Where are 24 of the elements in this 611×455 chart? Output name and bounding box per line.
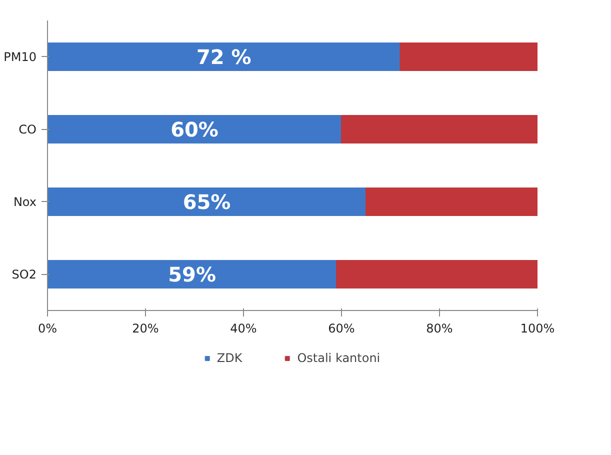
- x-tick-label: 40%: [230, 322, 257, 336]
- bar: [336, 260, 538, 289]
- bar: [48, 42, 401, 72]
- bar: [48, 114, 342, 144]
- data-label: 59%: [168, 262, 216, 286]
- bar: [400, 42, 538, 72]
- x-tick-label: 60%: [328, 322, 355, 336]
- data-label: 72 %: [196, 44, 252, 69]
- data-label: 65%: [182, 190, 231, 214]
- y-tick-label: CO: [18, 122, 37, 136]
- bar: [48, 187, 366, 216]
- x-tick-label: 20%: [132, 322, 159, 336]
- data-label: 60%: [170, 117, 218, 142]
- y-tick-label: PM10: [4, 50, 36, 64]
- x-tick-label: 100%: [520, 322, 555, 336]
- x-tick-label: 80%: [426, 322, 453, 336]
- bar: [341, 114, 538, 144]
- y-tick-label: Nox: [13, 194, 37, 209]
- bar: [48, 260, 338, 289]
- x-tick-label: 0%: [38, 322, 58, 336]
- bar: [366, 187, 538, 216]
- legend-label: ZDK: [216, 351, 242, 365]
- legend-label: Ostali kantoni: [297, 351, 380, 365]
- y-tick-label: SO2: [12, 267, 37, 282]
